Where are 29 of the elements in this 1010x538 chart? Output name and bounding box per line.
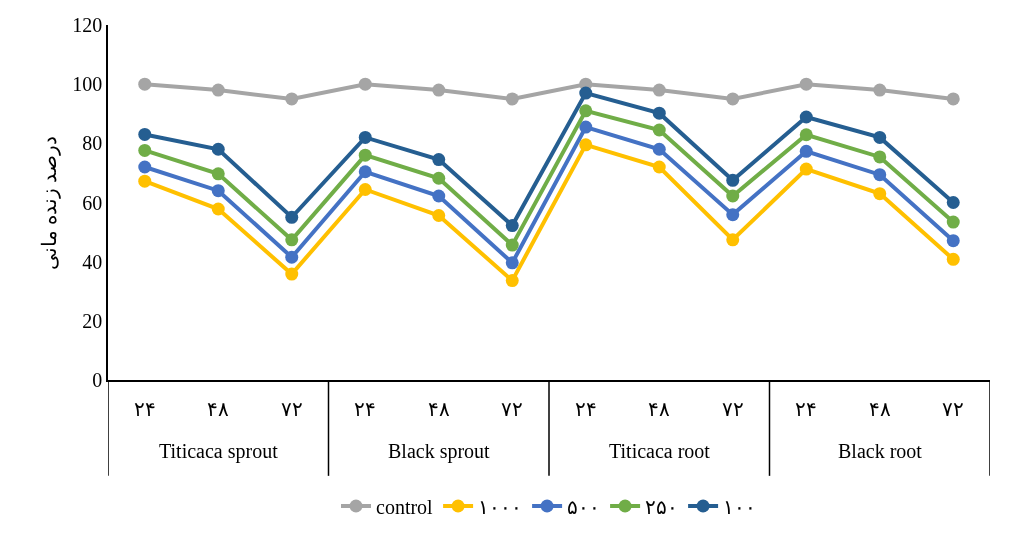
x-tick-label: ۷۲ [501,397,524,420]
y-tick-label: 40 [82,250,103,273]
text: Black root [838,440,923,462]
y-tick-label: 0 [92,369,103,391]
x-tick-label: ۷۲ [942,397,965,420]
legend-label: control [376,495,434,518]
x-tick-label: ۴۸ [868,397,891,420]
x-tick-label: ۴۸ [427,397,450,420]
y-tick-label: 20 [82,309,103,332]
y-tick-label: 60 [82,191,103,214]
y-axis-title: درصد زنده مانی [38,135,62,270]
text: Black sprout [388,440,491,463]
x-tick-label: ۲۴ [795,397,818,420]
x-tick-label: ۲۴ [354,397,377,420]
x-tick-label: ۴۸ [207,397,230,420]
text: Titicaca sprout [159,440,279,463]
legend-label: ۲۵۰ [645,495,679,518]
y-tick-label: 100 [72,73,103,96]
x-tick-label: ۷۲ [280,397,303,420]
x-tick-label: ۷۲ [721,397,744,420]
x-tick-label: ۴۸ [648,397,671,420]
legend-label: ۵۰۰ [567,495,601,518]
text: Titicaca root [609,440,711,462]
legend-label: ۱۰۰۰ [478,495,523,518]
y-tick-label: 80 [82,132,103,155]
x-tick-label: ۲۴ [133,397,156,420]
y-tick-label: 120 [72,14,103,36]
x-tick-label: ۲۴ [574,397,597,420]
legend-label: ۱۰۰ [723,495,757,518]
